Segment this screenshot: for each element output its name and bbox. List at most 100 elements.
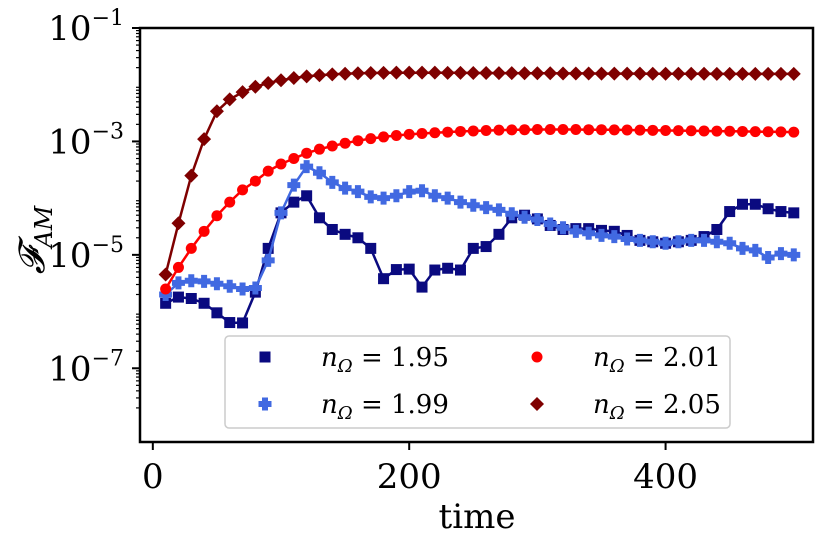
- data-point-diamond: [645, 66, 660, 81]
- data-point-plus: [338, 181, 352, 195]
- data-point-circle: [378, 131, 390, 143]
- y-tick-label: 10−7: [48, 346, 124, 389]
- data-point-circle: [698, 125, 710, 137]
- data-point-plus: [377, 191, 391, 205]
- data-point-plus: [274, 206, 288, 220]
- legend-label: nΩ = 1.99: [321, 390, 449, 424]
- legend: nΩ = 1.95 nΩ = 1.99 nΩ = 2.01 nΩ = 2.05: [224, 335, 731, 429]
- y-tick-label: 10−3: [48, 119, 124, 162]
- data-point-circle: [660, 124, 672, 136]
- data-point-square: [288, 196, 300, 208]
- data-point-square: [762, 203, 774, 215]
- data-point-circle: [788, 126, 800, 138]
- legend-entry: nΩ = 1.95: [259, 343, 449, 377]
- data-point-diamond: [697, 66, 712, 81]
- data-point-square: [378, 273, 390, 285]
- data-point-diamond: [722, 66, 737, 81]
- data-point-square: [160, 297, 172, 309]
- data-point-square: [339, 228, 351, 240]
- series-layer: [158, 65, 801, 329]
- data-point-plus: [556, 221, 570, 235]
- y-axis-label: 𝓕AM: [12, 204, 58, 274]
- legend-box: [224, 335, 731, 429]
- data-point-diamond: [376, 65, 391, 80]
- data-point-circle: [647, 124, 659, 136]
- data-point-square: [211, 307, 223, 319]
- legend-entry: nΩ = 2.05: [530, 390, 721, 424]
- data-point-square: [172, 291, 184, 303]
- legend-marker-diamond: [530, 397, 544, 411]
- data-point-diamond: [261, 76, 276, 91]
- data-point-circle: [480, 124, 492, 136]
- data-point-square: [390, 264, 402, 276]
- data-point-plus: [518, 210, 532, 224]
- data-point-plus: [415, 184, 429, 198]
- data-point-plus: [402, 185, 416, 199]
- data-point-circle: [416, 127, 428, 139]
- data-point-plus: [684, 233, 698, 247]
- data-point-square: [442, 262, 454, 274]
- data-point-diamond: [607, 66, 622, 81]
- data-point-diamond: [184, 168, 199, 183]
- data-point-square: [775, 206, 787, 218]
- data-point-diamond: [504, 66, 519, 81]
- data-point-square: [711, 223, 723, 235]
- ticks-layer: 0 200 400 10−7 10−5 10−3 10−1: [48, 6, 698, 497]
- data-point-diamond: [338, 66, 353, 81]
- data-point-diamond: [299, 69, 314, 84]
- data-point-circle: [313, 143, 325, 155]
- data-point-plus: [620, 232, 634, 246]
- data-point-square: [301, 190, 313, 202]
- data-point-circle: [711, 125, 723, 137]
- data-point-plus: [364, 190, 378, 204]
- data-point-diamond: [363, 65, 378, 80]
- data-point-square: [493, 228, 505, 240]
- data-point-square: [788, 207, 800, 219]
- data-point-circle: [454, 125, 466, 137]
- data-point-circle: [595, 124, 607, 136]
- x-tick-label: 400: [633, 457, 698, 497]
- data-point-circle: [160, 283, 172, 295]
- data-point-diamond: [325, 67, 340, 82]
- data-point-plus: [594, 228, 608, 242]
- data-point-circle: [583, 124, 595, 136]
- data-point-square: [313, 212, 325, 224]
- data-point-diamond: [556, 66, 571, 81]
- data-point-square: [736, 198, 748, 210]
- data-point-plus: [287, 178, 301, 192]
- data-point-plus: [223, 279, 237, 293]
- data-point-circle: [288, 152, 300, 164]
- data-point-plus: [659, 236, 673, 250]
- data-point-plus: [453, 195, 467, 209]
- data-point-plus: [723, 236, 737, 250]
- data-point-plus: [312, 166, 326, 180]
- data-point-plus: [466, 198, 480, 212]
- legend-entry: nΩ = 1.99: [258, 390, 449, 424]
- data-point-plus: [261, 253, 275, 267]
- data-point-plus: [543, 217, 557, 231]
- data-point-diamond: [543, 66, 558, 81]
- data-point-diamond: [594, 66, 609, 81]
- data-point-plus: [607, 230, 621, 244]
- data-point-square: [326, 223, 338, 235]
- data-point-diamond: [491, 66, 506, 81]
- data-point-plus: [171, 276, 185, 290]
- data-point-circle: [493, 124, 505, 136]
- legend-label: nΩ = 2.05: [593, 390, 721, 424]
- data-point-square: [416, 281, 428, 293]
- data-point-plus: [197, 274, 211, 288]
- data-point-plus: [710, 235, 724, 249]
- data-point-circle: [570, 124, 582, 136]
- data-point-plus: [236, 282, 250, 296]
- data-point-diamond: [453, 65, 468, 80]
- data-point-plus: [428, 189, 442, 203]
- data-point-circle: [544, 124, 556, 136]
- data-point-plus: [248, 281, 262, 295]
- series-circle: [160, 124, 800, 295]
- data-point-diamond: [197, 132, 212, 147]
- legend-marker-circle: [531, 351, 543, 363]
- data-point-circle: [249, 175, 261, 187]
- data-point-diamond: [786, 66, 801, 81]
- data-point-circle: [224, 196, 236, 208]
- data-point-square: [185, 292, 197, 304]
